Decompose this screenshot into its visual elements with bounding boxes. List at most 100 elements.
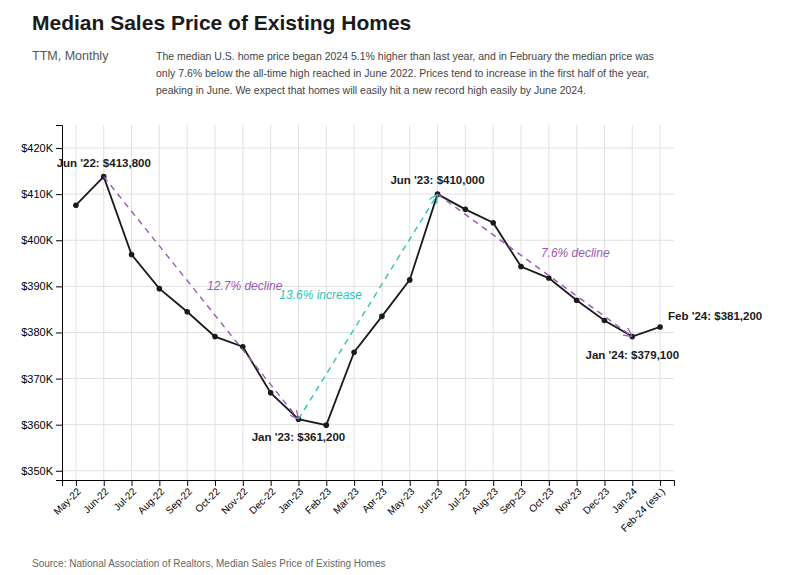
y-tick-mark [56,425,62,426]
x-tick-label: Oct-22 [193,485,222,514]
y-tick-mark [56,240,62,241]
point [546,275,552,281]
x-tick-mark [660,480,661,486]
x-tick-mark [104,480,105,486]
x-tick-mark [465,480,466,486]
point [518,264,524,270]
annotation: Jun '23: $410,000 [390,174,484,186]
x-tick-mark [410,480,411,486]
x-tick-mark [187,480,188,486]
grid-line-y [62,286,674,287]
y-tick-label: $400K [21,234,53,246]
grid-line-x [381,125,382,480]
x-tick: Aug-23 [469,480,500,516]
point [490,220,496,226]
grid-line-x [354,125,355,480]
grid-line-y [62,424,674,425]
chart-container: Median Sales Price of Existing HomesTTM,… [0,0,799,575]
annotation: Jun '22: $413,800 [57,157,151,169]
chart-svg: Median Sales Price of Existing HomesTTM,… [0,0,799,575]
point [184,309,190,315]
point [212,334,218,340]
arrow [104,177,299,420]
x-tick: Nov-23 [553,480,584,516]
x-tick: Sep-22 [163,480,194,516]
x-tick: Feb-23 [303,480,333,516]
grid-line-x [131,125,132,480]
description-line: only 7.6% below the all-time high reache… [156,67,649,79]
y-tick-mark [56,332,62,333]
x-tick: Oct-22 [193,480,222,515]
y-tick-label: $350K [21,465,53,477]
x-tick-label: Aug-23 [469,485,500,516]
grid-line-x [270,125,271,480]
point [268,390,274,396]
point [73,202,79,208]
grid [62,125,674,480]
annotation: Jan '24: $379,100 [586,349,680,361]
grid-line-x [660,125,661,480]
x-tick-mark [159,480,160,486]
y-tick-label: $380K [21,326,53,338]
y-tick: $370K [21,373,62,385]
x-tick-mark [354,480,355,486]
x-tick: Jul-23 [445,480,472,513]
marks [73,174,663,428]
grid-line-x [521,125,522,480]
x-tick-mark [493,480,494,486]
x-tick-label: Jun-23 [415,485,445,515]
y-tick: $400K [21,234,62,246]
y-tick-mark [56,379,62,380]
grid-line-x [493,125,494,480]
grid-line-x [75,125,76,480]
source: Source: National Association of Realtors… [32,558,386,569]
grid-line-y [62,332,674,333]
x-tick: Mar-23 [331,480,361,516]
x-tick: Jul-22 [111,480,138,513]
y-tick: $410K [21,188,62,200]
y-tick-mark [56,194,62,195]
y-tick-label: $370K [21,373,53,385]
x-tick-label: Sep-23 [497,485,528,516]
x-tick-mark [132,480,133,486]
y-axis-line [56,126,63,481]
x-tick: Sep-23 [497,480,528,516]
arrow [298,194,437,419]
x-tick-label: Oct-23 [527,485,556,514]
annotations: 12.7% decline13.6% increase7.6% declineJ… [57,157,763,444]
x-tick-mark [438,480,439,486]
grid-line-x [604,125,605,480]
grid-line-x [548,125,549,480]
y-tick: $380K [21,326,62,338]
x-tick: Feb-24 (est.) [619,480,667,534]
x-axis: May-22Jun-22Jul-22Aug-22Sep-22Oct-22Nov-… [51,480,674,534]
x-tick-mark [243,480,244,486]
x-tick: Jun-23 [415,480,445,515]
y-tick: $420K [21,142,62,154]
subtitle: TTM, Monthly [32,49,109,63]
y-tick-mark [56,471,62,472]
grid-line-x [632,125,633,480]
point [463,207,469,213]
y-tick-label: $360K [21,419,53,431]
x-tick-label: Dec-22 [247,485,278,516]
annotation: Feb '24: $381,200 [668,310,762,322]
x-tick-mark [76,480,77,486]
x-tick-mark [577,480,578,486]
x-tick-label: Feb-24 (est.) [619,486,667,534]
x-tick: Dec-23 [581,480,612,516]
annotation: Jan '23: $361,200 [252,431,346,443]
arrow-label: 12.7% decline [207,279,283,293]
x-tick-mark [549,480,550,486]
x-tick-label: Nov-23 [553,485,584,516]
x-tick-label: May-23 [385,485,417,517]
x-tick-label: Aug-22 [136,485,167,516]
x-tick-mark [326,480,327,486]
x-tick: May-23 [385,480,417,517]
description: The median U.S. home price began 2024 5.… [156,50,654,96]
point [240,344,246,350]
x-tick-label: May-22 [51,485,83,517]
point [379,314,385,320]
x-tick: May-22 [51,480,83,517]
x-tick-mark [298,480,299,486]
